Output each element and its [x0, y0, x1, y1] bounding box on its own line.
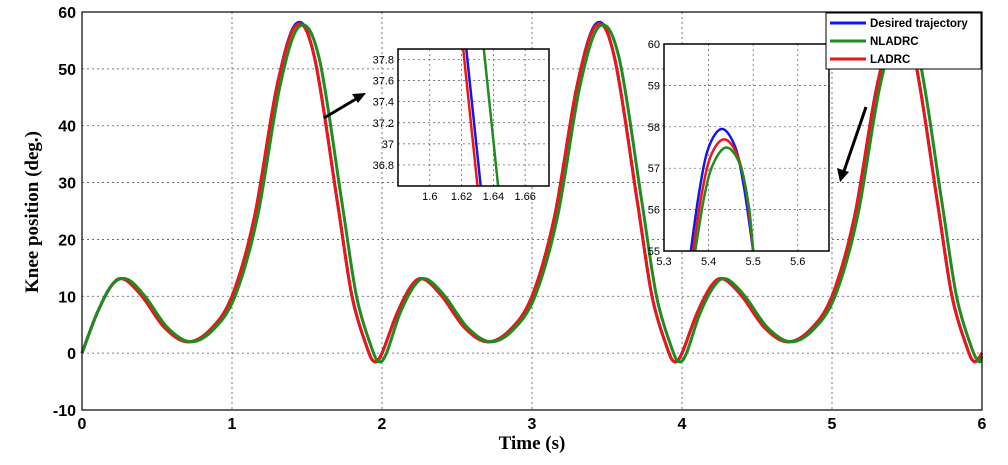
x-tick-label: 5	[828, 416, 837, 433]
inset-background	[664, 44, 829, 251]
inset-line-desired-trajectory	[689, 127, 755, 251]
inset-line-ladrc	[461, 49, 479, 186]
series-line-nladrc	[80, 23, 984, 364]
legend-label-desired: Desired trajectory	[870, 18, 968, 30]
y-tick-label: 40	[58, 119, 76, 136]
inset-y-tick-label: 55	[648, 246, 660, 258]
x-tick-label: 1	[228, 416, 237, 433]
inset-x-tick-label: 5.3	[656, 256, 671, 268]
y-tick-label: 60	[58, 5, 76, 22]
inset-x-tick-label: 5.6	[790, 256, 805, 268]
inset-y-tick-label: 37	[382, 139, 394, 151]
legend: Desired trajectory NLADRC LADRC	[825, 12, 982, 70]
legend-label-ladrc: LADRC	[870, 54, 910, 66]
inset-y-tick-label: 59	[648, 80, 660, 92]
inset-x-tick-label: 1.64	[483, 191, 504, 203]
inset-line-nladrc	[693, 146, 755, 251]
series-lines	[80, 20, 984, 364]
y-tick-label: -10	[53, 403, 76, 420]
y-tick-label: 20	[58, 232, 76, 249]
inset-x-tick-label: 1.62	[451, 191, 472, 203]
inset-y-tick-label: 58	[648, 122, 660, 134]
x-axis-label: Time (s)	[499, 433, 566, 454]
x-tick-label: 0	[78, 416, 87, 433]
inset-line-desired-trajectory	[465, 49, 482, 186]
inset-x-tick-label: 5.5	[746, 256, 761, 268]
inset-y-tick-label: 57	[648, 163, 660, 175]
plot-frame	[81, 11, 983, 411]
inset-zoom-2: 5.3 5.4 5.5 5.6 55 56 57 58 59 60	[648, 39, 830, 268]
x-tick-label: 6	[978, 416, 987, 433]
inset-y-tick-label: 56	[648, 205, 660, 217]
legend-label-nladrc: NLADRC	[870, 36, 919, 48]
arrow-to-inset-1	[323, 94, 362, 120]
inset-series-lines	[689, 127, 755, 251]
arrow-to-inset-2	[841, 106, 868, 175]
inset-line-nladrc	[482, 49, 500, 186]
inset-y-tick-label: 37.2	[373, 118, 394, 130]
x-tick-label: 4	[678, 416, 687, 433]
y-tick-label: 10	[58, 289, 76, 306]
inset-frame	[397, 48, 550, 187]
y-tick-label: 0	[67, 346, 76, 363]
inset-frame	[663, 43, 830, 252]
inset-x-tick-label: 1.6	[422, 191, 437, 203]
x-tick-label: 2	[378, 416, 387, 433]
y-tick-label: 50	[58, 62, 76, 79]
inset-zoom-1: 1.6 1.62 1.64 1.66 36.8 37 37.2 37.4 37.6 37.8	[373, 48, 550, 203]
inset-x-tick-label: 1.66	[514, 191, 535, 203]
arrow-head-icon	[352, 93, 366, 103]
zoom-arrows	[323, 93, 868, 182]
inset-y-tick-label: 37.8	[373, 55, 394, 67]
x-tick-label: 3	[528, 416, 537, 433]
y-axis-label: Knee position (deg.)	[22, 131, 43, 293]
series-line-ladrc	[80, 22, 984, 364]
inset-x-tick-label: 5.4	[701, 256, 716, 268]
inset-y-tick-label: 37.6	[373, 76, 394, 88]
inset-y-tick-label: 37.4	[373, 97, 394, 109]
inset-y-tick-label: 60	[648, 39, 660, 51]
inset-y-tick-label: 36.8	[373, 160, 394, 172]
inset-series-lines	[461, 49, 500, 186]
y-tick-label: 30	[58, 176, 76, 193]
arrow-head-icon	[837, 168, 849, 182]
